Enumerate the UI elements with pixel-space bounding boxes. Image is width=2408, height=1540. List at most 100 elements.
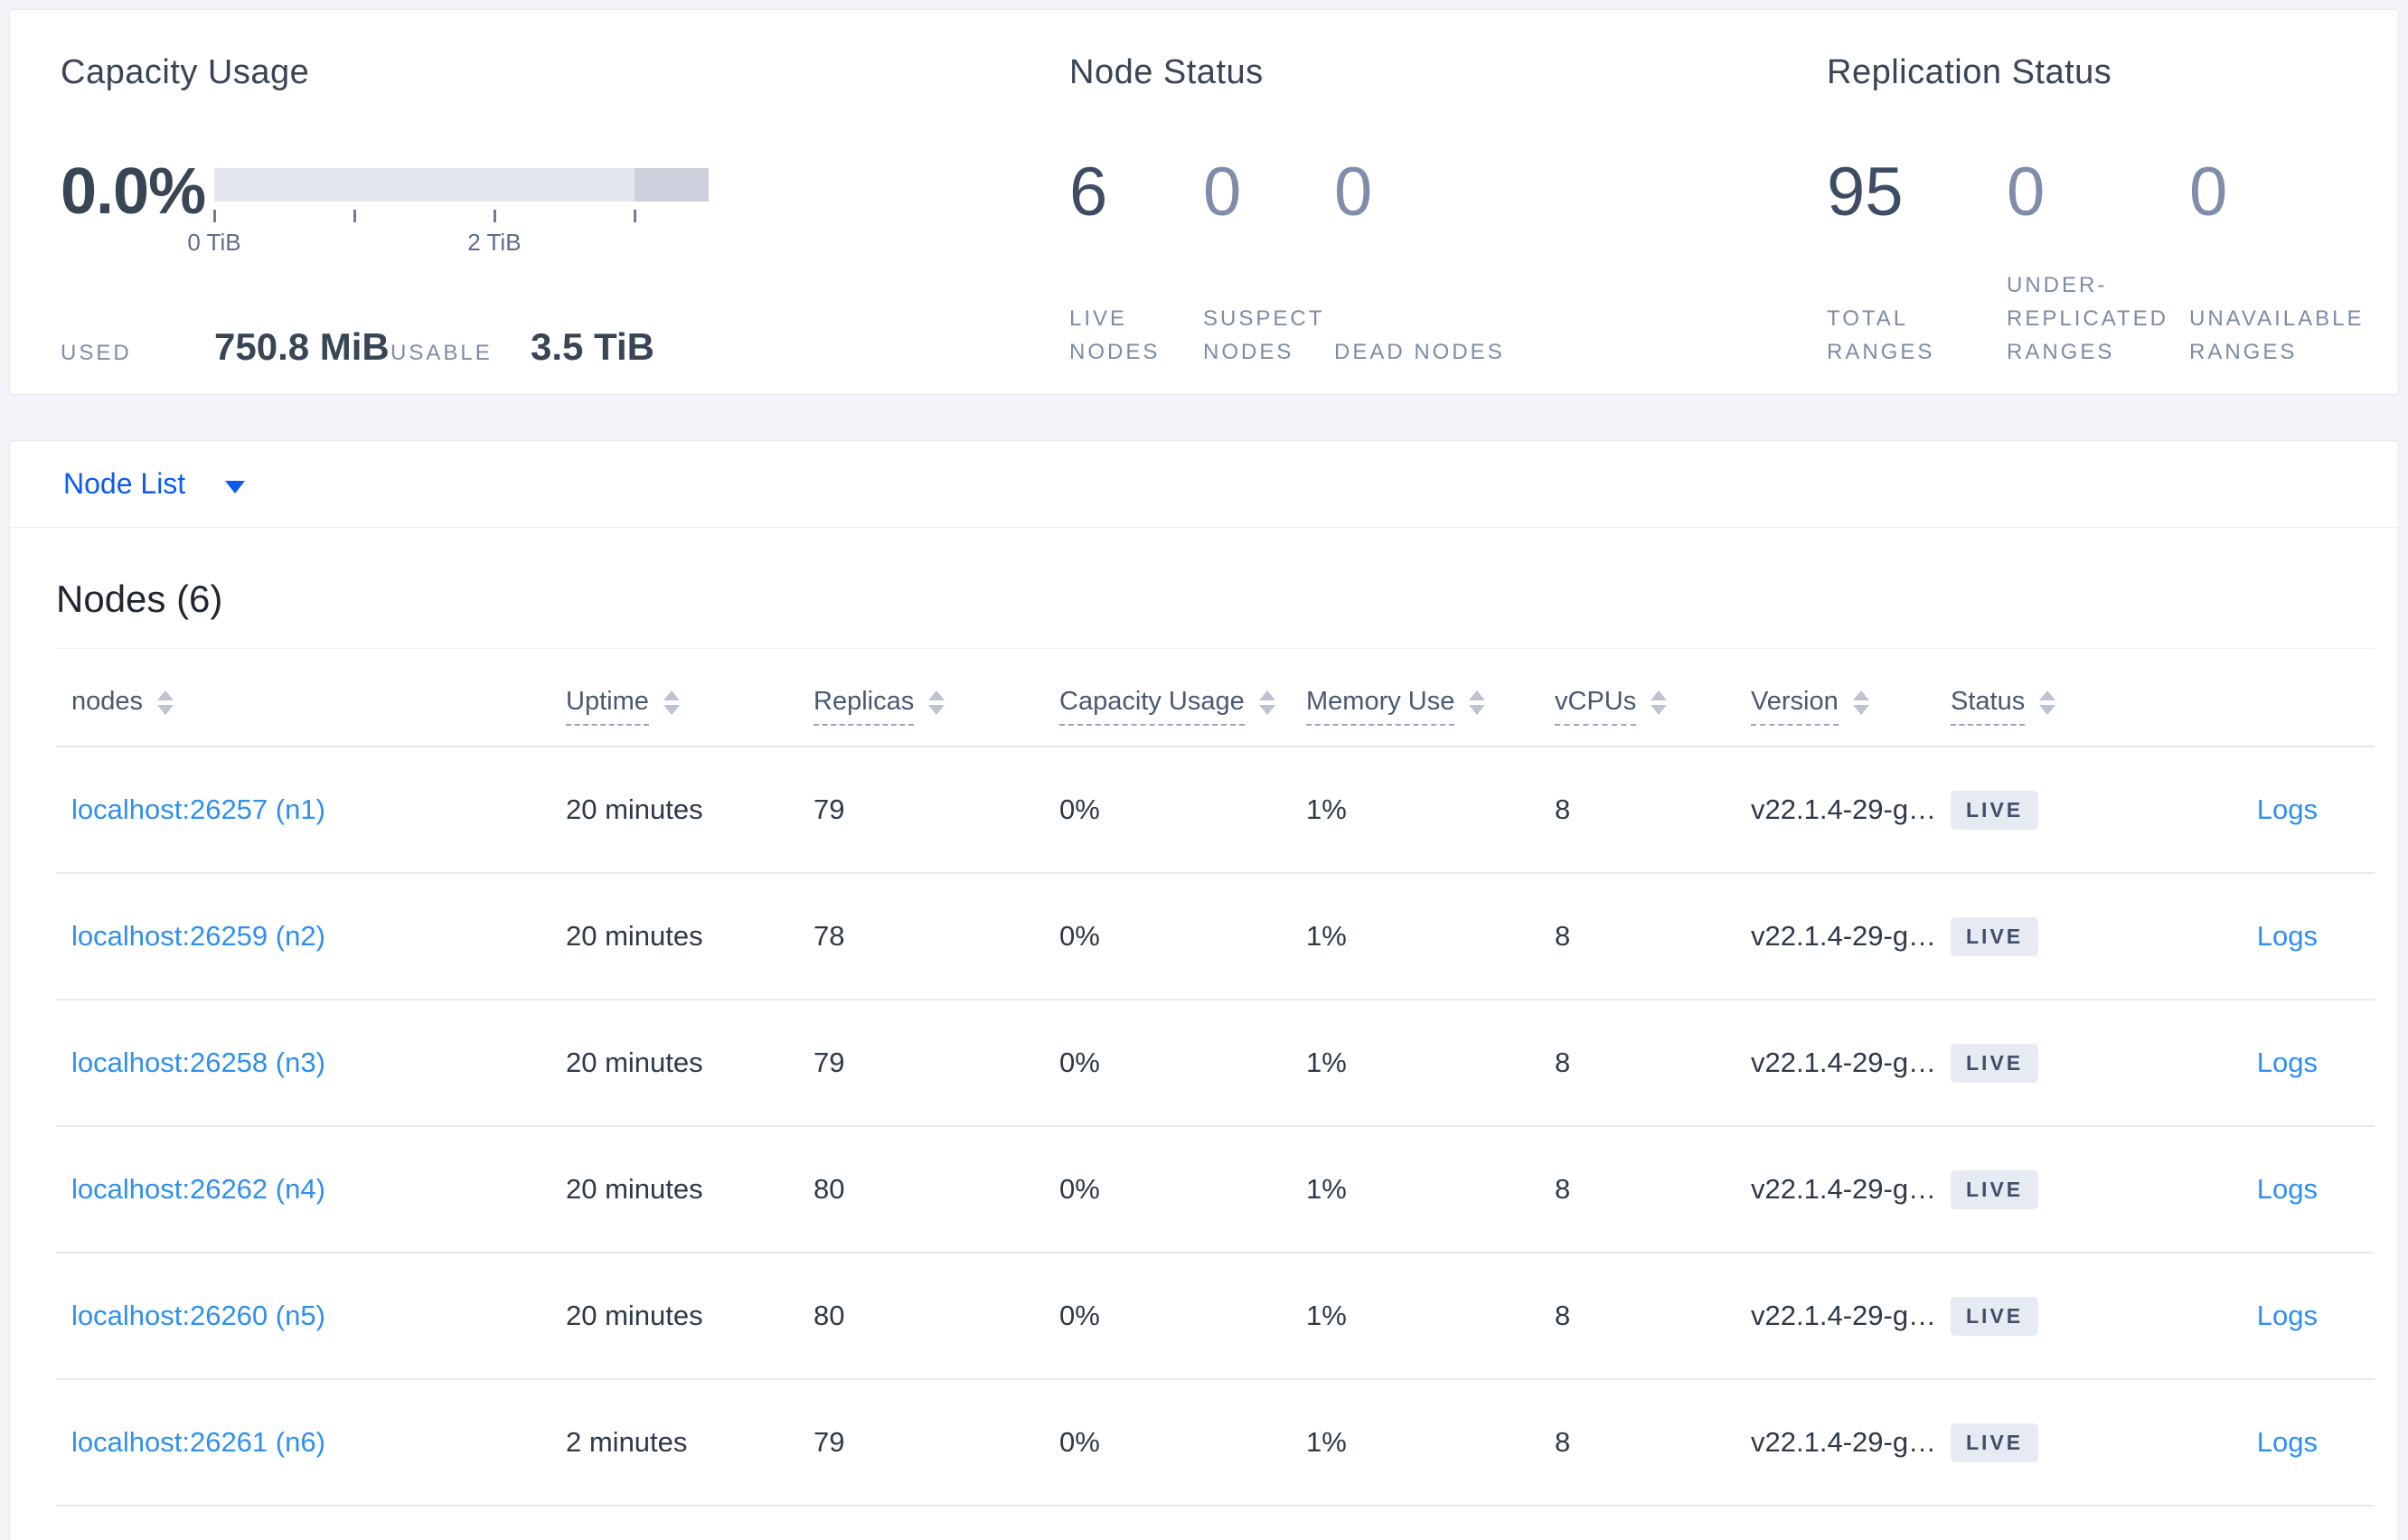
total-ranges-stat: 95 TOTAL RANGES	[1827, 157, 2007, 369]
memory-cell: 1%	[1306, 1379, 1555, 1507]
status-badge: LIVE	[1951, 1043, 2039, 1083]
sort-icon	[1258, 690, 1275, 715]
nodes-table: nodes Uptime Replicas Capacity Usage Mem…	[56, 648, 2375, 1507]
under-replicated-ranges-count: 0	[2007, 154, 2046, 230]
uptime-cell: 20 minutes	[566, 1253, 814, 1380]
unavailable-ranges-stat: 0 UNAVAILABLE RANGES	[2189, 154, 2398, 369]
used-value: 750.8 MiB	[214, 325, 390, 368]
column-header-replicas[interactable]: Replicas	[814, 687, 945, 726]
live-nodes-stat: 6 LIVE NODES	[1069, 157, 1203, 369]
column-header-vcpus[interactable]: vCPUs	[1555, 687, 1668, 726]
vcpus-cell: 8	[1555, 873, 1751, 1000]
replication-status-title: Replication Status	[1827, 53, 2112, 91]
suspect-nodes-stat: 0 SUSPECT NODES	[1203, 157, 1334, 369]
node-link[interactable]: localhost:26259 (n2)	[71, 920, 325, 952]
logs-link[interactable]: Logs	[2256, 920, 2318, 952]
replication-status-panel: Replication Status 95 TOTAL RANGES 0 UND…	[1827, 51, 2398, 369]
axis-tick	[633, 210, 636, 222]
vcpus-cell: 8	[1555, 747, 1751, 874]
logs-link[interactable]: Logs	[2256, 1426, 2318, 1458]
suspect-nodes-count: 0	[1203, 154, 1242, 230]
logs-link[interactable]: Logs	[2256, 1047, 2318, 1078]
column-header-capacity-usage[interactable]: Capacity Usage	[1059, 687, 1275, 726]
node-link[interactable]: localhost:26261 (n6)	[71, 1426, 325, 1458]
version-cell: v22.1.4-29-g…	[1751, 1379, 1951, 1507]
version-cell: v22.1.4-29-g…	[1751, 1253, 1951, 1380]
suspect-nodes-label: SUSPECT NODES	[1203, 306, 1324, 364]
unavailable-ranges-label: UNAVAILABLE RANGES	[2189, 306, 2365, 364]
memory-cell: 1%	[1306, 1253, 1555, 1380]
chevron-down-icon	[225, 480, 246, 493]
capacity-used-percent: 0.0%	[61, 155, 206, 228]
usable-label: USABLE	[390, 341, 493, 365]
column-header-status[interactable]: Status	[1951, 687, 2056, 726]
live-nodes-label: LIVE NODES	[1069, 306, 1161, 364]
column-header-uptime[interactable]: Uptime	[566, 687, 680, 726]
column-header-nodes[interactable]: nodes	[71, 687, 174, 726]
capacity-bar-usable-segment	[214, 168, 709, 202]
sort-icon	[928, 690, 945, 715]
logs-link[interactable]: Logs	[2256, 1300, 2318, 1331]
replicas-cell: 80	[814, 1126, 1059, 1254]
sort-icon	[1852, 690, 1869, 715]
node-list-card: Node List Nodes (6) nodes Uptime Replica…	[9, 440, 2399, 1540]
table-row: localhost:26258 (n3) 20 minutes 79 0% 1%…	[56, 1000, 2375, 1127]
version-cell: v22.1.4-29-g…	[1751, 1000, 1951, 1127]
uptime-cell: 20 minutes	[566, 1126, 814, 1254]
node-link[interactable]: localhost:26262 (n4)	[71, 1173, 325, 1205]
node-link[interactable]: localhost:26260 (n5)	[71, 1300, 325, 1331]
logs-link[interactable]: Logs	[2256, 1173, 2318, 1205]
sort-icon	[1469, 690, 1486, 715]
memory-cell: 1%	[1306, 1000, 1555, 1127]
unavailable-ranges-count: 0	[2189, 154, 2228, 230]
table-row: localhost:26262 (n4) 20 minutes 80 0% 1%…	[56, 1126, 2375, 1254]
vcpus-cell: 8	[1555, 1126, 1751, 1254]
replicas-cell: 79	[814, 747, 1059, 874]
column-header-version[interactable]: Version	[1751, 687, 1869, 726]
under-replicated-ranges-stat: 0 UNDER-REPLICATED RANGES	[2007, 157, 2189, 369]
axis-tick	[493, 210, 496, 222]
dead-nodes-count: 0	[1334, 154, 1373, 230]
uptime-cell: 20 minutes	[566, 747, 814, 874]
status-badge: LIVE	[1951, 790, 2039, 830]
view-selector-label: Node List	[63, 467, 186, 500]
capacity-cell: 0%	[1059, 1253, 1306, 1380]
capacity-cell: 0%	[1059, 1126, 1306, 1254]
capacity-gauge: 0 TiB 2 TiB	[187, 157, 709, 265]
memory-cell: 1%	[1306, 1126, 1555, 1254]
memory-cell: 1%	[1306, 747, 1555, 874]
node-link[interactable]: localhost:26257 (n1)	[71, 793, 325, 825]
uptime-cell: 2 minutes	[566, 1379, 814, 1507]
nodes-section-title: Nodes (6)	[56, 578, 223, 620]
replicas-cell: 80	[814, 1253, 1059, 1380]
logs-link[interactable]: Logs	[2256, 793, 2318, 825]
node-link[interactable]: localhost:26258 (n3)	[71, 1047, 325, 1078]
cluster-summary-card: Capacity Usage 0.0%	[9, 9, 2399, 395]
live-nodes-count: 6	[1069, 154, 1108, 230]
status-badge: LIVE	[1951, 1296, 2039, 1336]
table-row: localhost:26261 (n6) 2 minutes 79 0% 1% …	[56, 1379, 2375, 1507]
table-row: localhost:26257 (n1) 20 minutes 79 0% 1%…	[56, 747, 2375, 874]
version-cell: v22.1.4-29-g…	[1751, 1126, 1951, 1254]
total-ranges-label: TOTAL RANGES	[1827, 306, 1935, 364]
sort-icon	[2039, 690, 2056, 715]
vcpus-cell: 8	[1555, 1000, 1751, 1127]
view-selector-dropdown[interactable]: Node List	[10, 441, 2398, 528]
table-row: localhost:26259 (n2) 20 minutes 78 0% 1%…	[56, 873, 2375, 1000]
capacity-cell: 0%	[1059, 1379, 1306, 1507]
vcpus-cell: 8	[1555, 1253, 1751, 1380]
capacity-bar-other-segment	[634, 168, 709, 202]
sort-icon	[663, 690, 680, 715]
dead-nodes-label: DEAD NODES	[1334, 340, 1505, 364]
node-status-panel: Node Status 6 LIVE NODES 0 SUSPECT NODES…	[1069, 51, 1827, 369]
replicas-cell: 79	[814, 1379, 1059, 1507]
capacity-cell: 0%	[1059, 1000, 1306, 1127]
capacity-axis: 0 TiB 2 TiB	[187, 202, 709, 265]
capacity-usage-title: Capacity Usage	[61, 53, 310, 91]
replicas-cell: 79	[814, 1000, 1059, 1127]
sort-icon	[157, 690, 174, 715]
column-header-memory-use[interactable]: Memory Use	[1306, 687, 1486, 726]
uptime-cell: 20 minutes	[566, 1000, 814, 1127]
total-ranges-count: 95	[1827, 154, 1904, 230]
capacity-cell: 0%	[1059, 873, 1306, 1000]
